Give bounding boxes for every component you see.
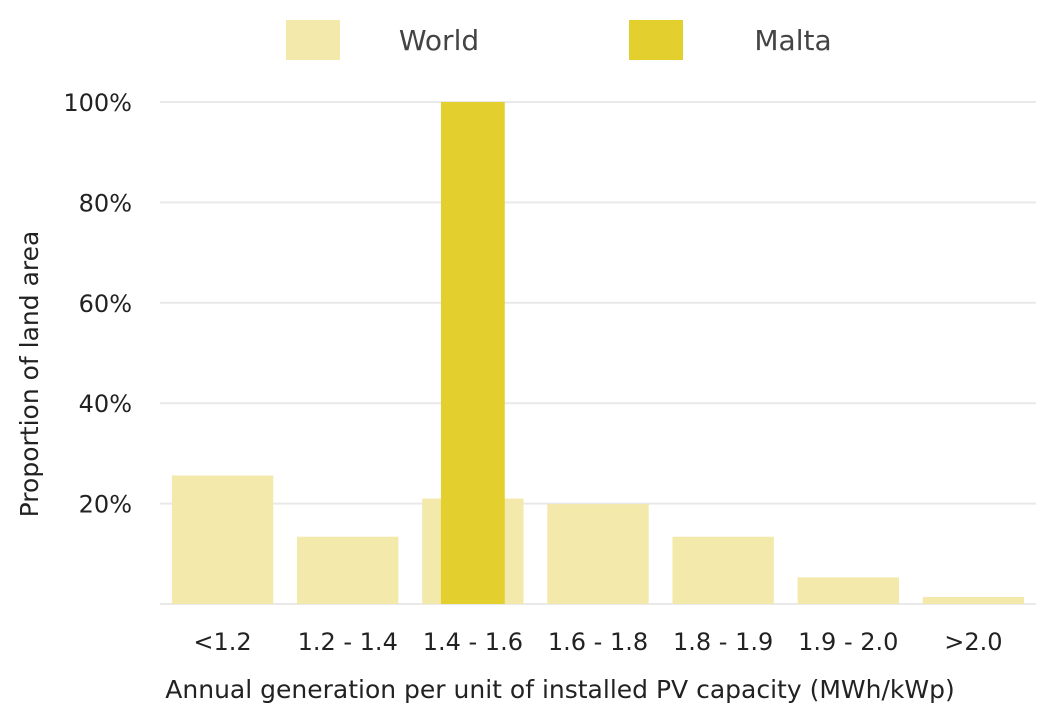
world-bar [797, 577, 899, 604]
world-series [171, 475, 1025, 604]
malta-bar [440, 102, 505, 604]
x-tick-label: <1.2 [193, 628, 251, 656]
malta-series [440, 102, 505, 604]
world-bar [672, 536, 774, 604]
y-tick-label: 40% [79, 390, 132, 418]
x-tick-label: 1.2 - 1.4 [298, 628, 398, 656]
x-tick-label: 1.8 - 1.9 [673, 628, 773, 656]
y-tick-label: 60% [79, 290, 132, 318]
legend-swatch [629, 20, 683, 60]
x-axis-ticks: <1.2 1.2 - 1.4 1.4 - 1.6 1.6 - 1.8 1.8 - 1.9… [193, 628, 1002, 656]
y-tick-label: 20% [79, 491, 132, 519]
legend: World Malta [286, 20, 832, 60]
x-tick-label: >2.0 [944, 628, 1002, 656]
world-bar [922, 596, 1025, 604]
y-axis-ticks: 20% 40% 60% 80% 100% [63, 89, 132, 519]
world-bar [171, 475, 274, 604]
x-tick-label: 1.9 - 2.0 [798, 628, 898, 656]
world-bar [547, 504, 649, 604]
y-axis-title: Proportion of land area [15, 231, 44, 518]
legend-label: World [399, 24, 479, 57]
legend-label: Malta [754, 24, 831, 57]
x-tick-label: 1.6 - 1.8 [548, 628, 648, 656]
y-tick-label: 100% [63, 89, 132, 117]
world-bar [297, 536, 399, 604]
x-axis-title: Annual generation per unit of installed … [165, 675, 954, 704]
y-tick-label: 80% [79, 189, 132, 217]
x-tick-label: 1.4 - 1.6 [423, 628, 523, 656]
legend-swatch [286, 20, 340, 60]
